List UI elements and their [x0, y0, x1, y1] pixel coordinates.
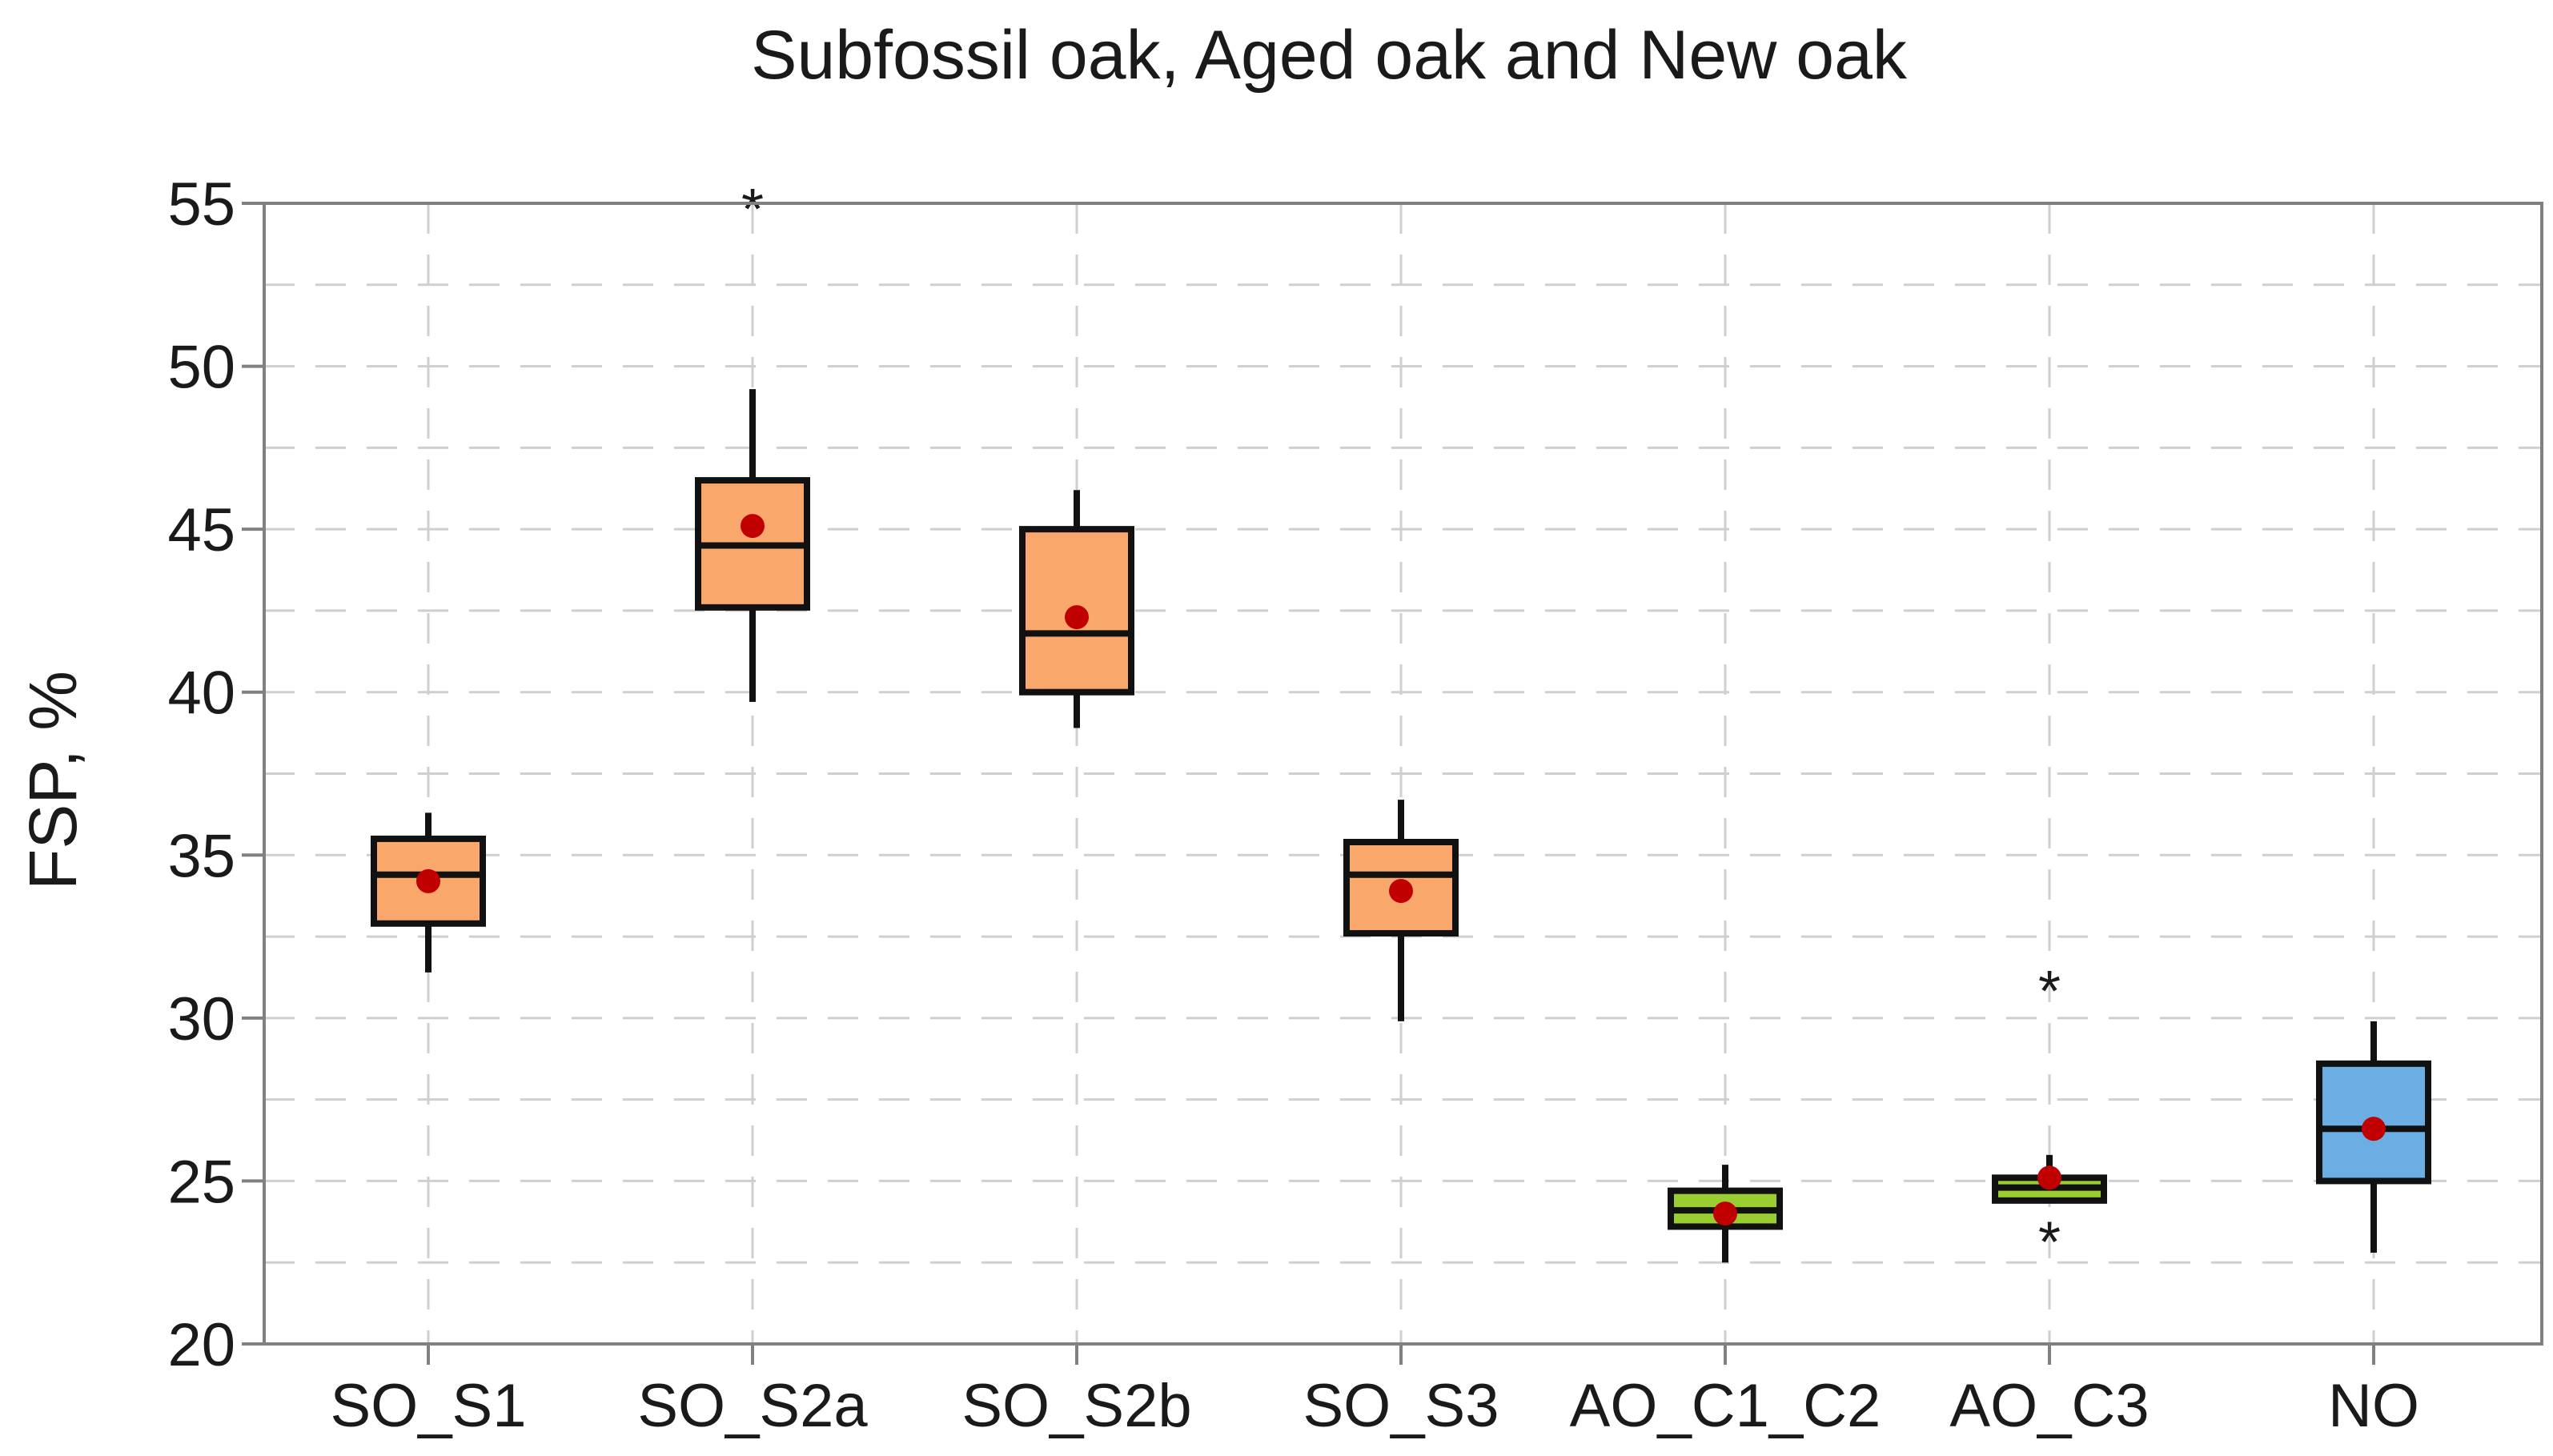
y-tick-label: 20	[167, 1311, 235, 1379]
grid-layer	[264, 203, 2542, 1344]
x-category-label: SO_S2a	[637, 1372, 868, 1440]
box-group-ao-c1-c2	[1668, 1165, 1783, 1263]
y-tick-label: 50	[167, 334, 235, 402]
axis-layer: 20 25 30 35 40 45 50 55 SO_S1 SO_S2a SO_S2b SO_S3 AO…	[167, 170, 2419, 1440]
x-category-label: AO_C3	[1949, 1372, 2149, 1440]
x-category-label: SO_S3	[1303, 1372, 1499, 1440]
outlier-marker: *	[741, 178, 764, 242]
x-category-label: NO	[2328, 1372, 2419, 1440]
box-group-ao-c3: **	[1992, 960, 2107, 1275]
box-layer: ***	[371, 178, 2431, 1275]
mean-marker	[2362, 1117, 2386, 1141]
box-group-so-s2a: *	[695, 178, 810, 702]
y-tick-label: 25	[167, 1148, 235, 1216]
mean-marker	[1065, 605, 1089, 630]
y-tick-label: 55	[167, 170, 235, 239]
mean-marker	[1713, 1201, 1737, 1226]
x-category-label: SO_S2b	[961, 1372, 1191, 1440]
y-tick-label: 35	[167, 822, 235, 890]
box-group-so-s1	[371, 812, 486, 973]
mean-marker	[1389, 879, 1413, 904]
box-group-no	[2316, 1021, 2431, 1253]
outlier-marker: *	[2038, 1211, 2061, 1275]
box-group-so-s3	[1343, 800, 1459, 1021]
x-category-label: AO_C1_C2	[1570, 1372, 1881, 1440]
mean-marker	[416, 868, 440, 893]
outlier-marker: *	[2038, 960, 2061, 1024]
plot-frame	[263, 202, 2543, 1346]
y-tick-label: 45	[167, 496, 235, 564]
x-category-label: SO_S1	[330, 1372, 526, 1440]
y-tick-label: 40	[167, 660, 235, 728]
chart-title: Subfossil oak, Aged oak and New oak	[751, 17, 1908, 94]
mean-marker	[2037, 1165, 2061, 1190]
y-tick-label: 30	[167, 985, 235, 1053]
box-group-so-s2b	[1019, 490, 1134, 728]
mean-marker	[741, 514, 765, 539]
y-axis-label: FSP, %	[15, 671, 90, 890]
